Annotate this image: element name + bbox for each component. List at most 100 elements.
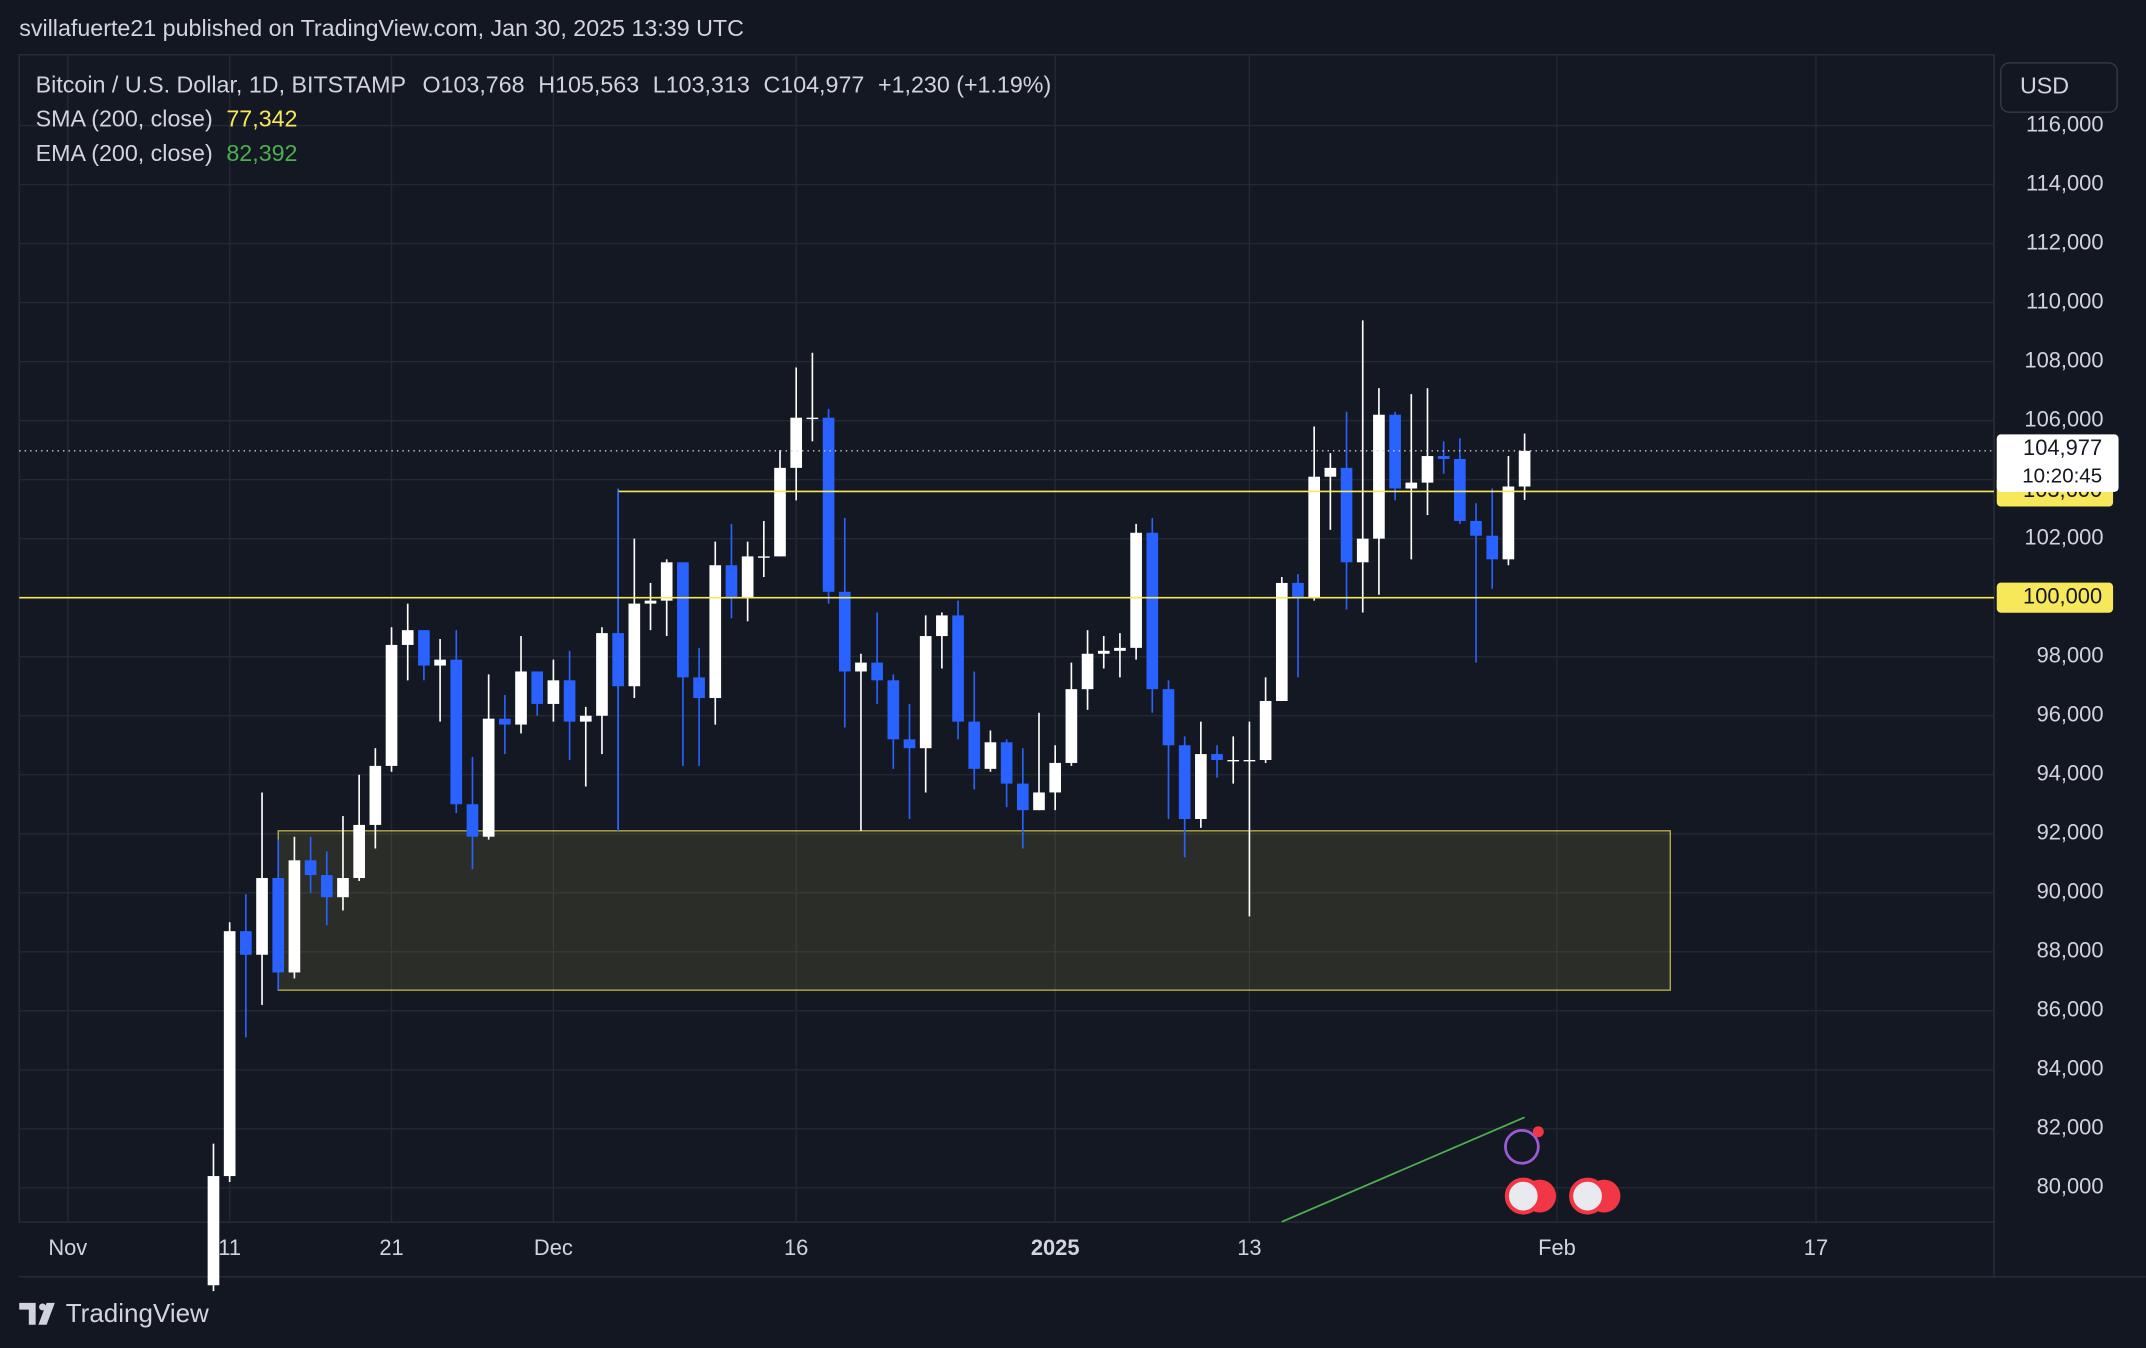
candle-body: [1081, 653, 1094, 690]
level-badge: [1996, 582, 2114, 613]
candle-body: [1162, 689, 1175, 746]
candle-body: [1114, 647, 1126, 651]
candle-body: [1000, 742, 1013, 784]
candle-body: [919, 636, 932, 749]
candle-body: [709, 565, 722, 699]
y-tick-label: 116,000: [2026, 111, 2103, 136]
y-tick-label: 102,000: [2024, 524, 2103, 549]
ohlc-value: O103,768: [422, 71, 524, 97]
candle-body: [806, 417, 819, 420]
candle-body: [741, 556, 754, 598]
candle-body: [1502, 486, 1515, 560]
candle-body: [1016, 783, 1029, 811]
candle-body: [304, 860, 317, 876]
indicator-name: SMA (200, close): [36, 106, 213, 132]
candle-body: [547, 680, 560, 704]
symbol-label: Bitcoin / U.S. Dollar, 1D, BITSTAMP: [36, 71, 406, 97]
candle-body: [1097, 650, 1110, 654]
candle-body: [1065, 689, 1078, 763]
candle-body: [482, 718, 495, 837]
candle-body: [1211, 754, 1223, 760]
candle-body: [1405, 482, 1418, 489]
y-tick-label: 108,000: [2024, 347, 2103, 372]
flag-icon: [1569, 1177, 1607, 1215]
candle-body: [1356, 538, 1369, 563]
last-price-label: 104,977: [2023, 435, 2102, 460]
y-tick-label: 94,000: [2037, 761, 2104, 786]
candle-body: [1373, 414, 1385, 539]
y-tick-label: 98,000: [2037, 642, 2104, 667]
candle-body: [838, 591, 851, 672]
ema-line: [1281, 1116, 1525, 1223]
y-tick-label: 90,000: [2037, 879, 2104, 904]
candle-body: [466, 804, 479, 837]
x-tick-label: Dec: [534, 1235, 573, 1260]
ohlc-value: +1,230 (+1.19%): [878, 71, 1051, 97]
candle-body: [871, 662, 883, 681]
candle-body: [1178, 745, 1191, 820]
x-tick-label: Nov: [48, 1235, 87, 1260]
candle-body: [936, 615, 948, 637]
candle-body: [790, 417, 803, 468]
candle-body: [579, 715, 592, 722]
candle-body: [1259, 700, 1272, 760]
y-tick-label: 96,000: [2037, 702, 2104, 727]
candle-body: [1130, 532, 1142, 648]
candle-body: [855, 662, 867, 672]
support-zone: [277, 830, 1671, 991]
x-tick-label: 13: [1237, 1235, 1261, 1260]
candle-body: [968, 721, 981, 769]
candle-body: [353, 824, 365, 879]
candle-body: [369, 765, 382, 825]
candle-body: [1389, 414, 1401, 489]
candle-body: [757, 556, 770, 558]
countdown-label: 10:20:45: [2022, 464, 2102, 487]
candle-body: [223, 931, 236, 1177]
level-label: 100,000: [2023, 583, 2102, 608]
candle-body: [887, 680, 900, 740]
candle-body: [1292, 582, 1304, 598]
candle-body: [984, 742, 997, 769]
x-tick-label: 17: [1804, 1235, 1828, 1260]
candle-body: [1033, 792, 1045, 811]
candle-body: [822, 417, 835, 592]
candle-body: [1470, 520, 1482, 536]
candle-body: [499, 718, 511, 725]
y-tick-label: 106,000: [2024, 406, 2103, 431]
candle-body: [272, 878, 285, 973]
candle-body: [628, 603, 641, 687]
candle-body: [693, 677, 705, 699]
candle-body: [677, 562, 689, 678]
candle-body: [531, 671, 544, 704]
candle-body: [450, 659, 463, 805]
published-note: svillafuerte21 published on TradingView.…: [19, 15, 744, 41]
x-tick-label: 2025: [1031, 1235, 1080, 1260]
y-tick-label: 114,000: [2026, 170, 2103, 195]
candle-body: [725, 565, 738, 598]
candle-body: [1486, 535, 1499, 560]
candle-body: [563, 680, 576, 722]
brand-logo: [19, 1302, 55, 1325]
candle-body: [1308, 476, 1321, 598]
candle-body: [596, 633, 608, 716]
indicator-value: 82,392: [226, 140, 297, 166]
candle-body: [1454, 459, 1466, 521]
last-price-badge: [1996, 434, 2119, 492]
logo-mark: [19, 1302, 55, 1325]
candle-body: [774, 467, 786, 557]
y-tick-label: 88,000: [2037, 938, 2104, 963]
y-tick-label: 82,000: [2037, 1115, 2104, 1140]
candle-body: [952, 615, 964, 722]
candle-body: [1243, 759, 1256, 762]
icon: [1504, 1129, 1540, 1165]
candle-body: [1340, 467, 1353, 563]
currency-button[interactable]: [2000, 62, 2118, 113]
event-icons: [1504, 1126, 1621, 1215]
candle-body: [240, 931, 252, 955]
candle-body: [256, 878, 268, 955]
ohlc-value: H105,563: [538, 71, 639, 97]
indicator-value: 77,342: [226, 106, 297, 132]
x-tick-label: 11: [218, 1235, 241, 1260]
plot-area: [18, 54, 1995, 1223]
